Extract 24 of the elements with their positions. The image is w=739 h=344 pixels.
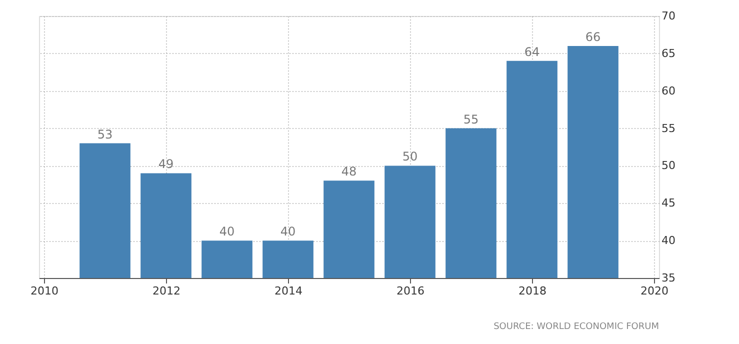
y-tick-label: 60 bbox=[662, 84, 676, 98]
data-label: 50 bbox=[402, 150, 418, 164]
y-tick-label: 40 bbox=[662, 234, 676, 248]
x-tick-label: 2012 bbox=[152, 284, 180, 298]
x-tick-label: 2018 bbox=[518, 284, 546, 298]
x-tick-label: 2014 bbox=[274, 284, 302, 298]
x-tick-label: 2010 bbox=[30, 284, 58, 298]
y-tick-label: 55 bbox=[662, 122, 676, 135]
y-tick-label: 45 bbox=[662, 196, 676, 210]
data-label: 66 bbox=[585, 30, 601, 44]
y-tick-label: 35 bbox=[662, 272, 676, 284]
data-label: 48 bbox=[341, 164, 357, 179]
data-label: 40 bbox=[280, 224, 296, 239]
data-label: 64 bbox=[524, 44, 540, 59]
data-label: 49 bbox=[158, 157, 174, 172]
y-tick-label: 50 bbox=[662, 159, 676, 172]
y-tick-label: 65 bbox=[662, 46, 676, 60]
y-tick-label: 70 bbox=[662, 10, 676, 22]
data-label: 53 bbox=[97, 127, 113, 142]
x-tick-label: 2016 bbox=[396, 284, 424, 298]
data-label: 55 bbox=[463, 112, 479, 126]
source-note: SOURCE: WORLD ECONOMIC FORUM bbox=[494, 322, 659, 332]
x-tick-label: 2020 bbox=[640, 284, 668, 298]
data-label: 40 bbox=[219, 224, 235, 239]
